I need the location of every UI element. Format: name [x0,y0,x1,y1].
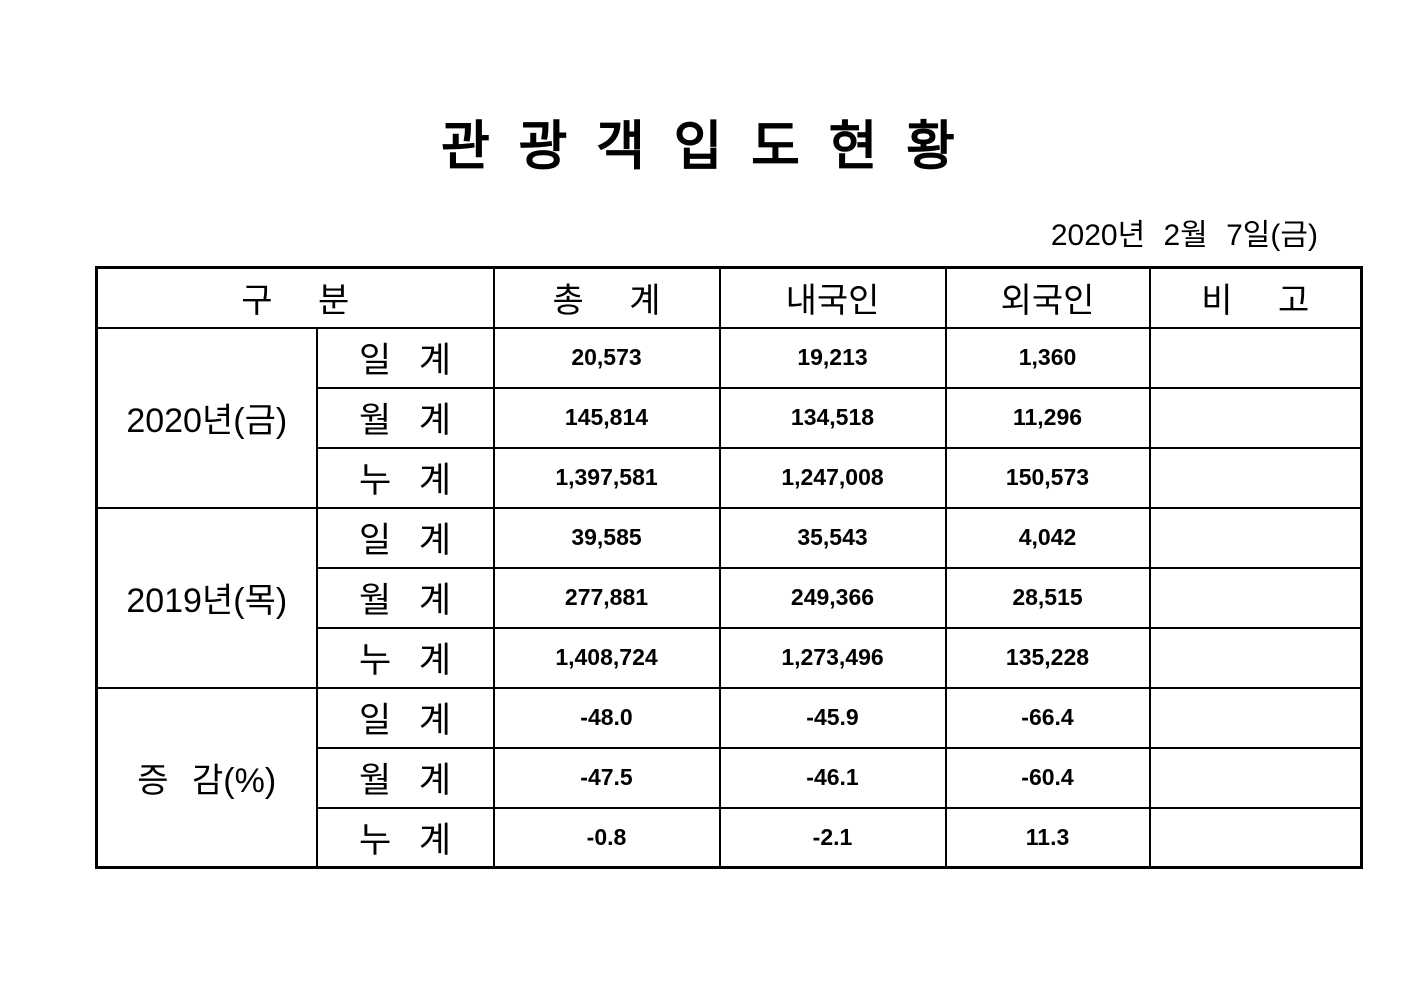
cell-2020-cumulative-total: 1,397,581 [492,446,721,509]
cell-2020-daily-domestic: 19,213 [718,326,947,389]
cell-change-daily-domestic: -45.9 [718,686,947,749]
cell-2020-daily-remarks [1148,326,1363,389]
cell-change-daily-total: -48.0 [492,686,721,749]
cell-2020-cumulative-foreign: 150,573 [944,446,1151,509]
cell-2019-daily-remarks [1148,506,1363,569]
cell-change-cumulative-total: -0.8 [492,806,721,869]
row-label-change-cumulative: 누 계 [315,806,495,869]
cell-2020-daily-total: 20,573 [492,326,721,389]
table-row: 증 감(%) 일 계 -48.0 -45.9 -66.4 [95,686,1363,869]
cell-2019-cumulative-total: 1,408,724 [492,626,721,689]
group-label-change: 증 감(%) [95,686,318,869]
cell-2020-monthly-total: 145,814 [492,386,721,449]
page-title: 관 광 객 입 도 현 황 [441,117,962,176]
cell-2019-monthly-remarks [1148,566,1363,629]
row-label-2019-daily: 일 계 [315,506,495,569]
cell-2019-cumulative-domestic: 1,273,496 [718,626,947,689]
cell-change-cumulative-remarks [1148,806,1363,869]
row-label-2020-monthly: 월 계 [315,386,495,449]
group-label-2020: 2020년(금) [95,326,318,509]
cell-change-daily-foreign: -66.4 [944,686,1151,749]
col-header-foreign: 외국인 [944,266,1151,329]
row-label-2020-daily: 일 계 [315,326,495,389]
col-header-total: 총 계 [492,266,721,329]
cell-2020-cumulative-domestic: 1,247,008 [718,446,947,509]
table-row: 2020년(금) 일 계 20,573 19,213 1,360 [95,326,1363,509]
group-label-2019: 2019년(목) [95,506,318,689]
table-row: 누 계 1,408,724 1,273,496 135,228 [97,626,1363,689]
cell-2019-daily-total: 39,585 [492,506,721,569]
cell-2019-monthly-foreign: 28,515 [944,566,1151,629]
col-header-category: 구 분 [95,266,495,329]
col-header-remarks: 비 고 [1148,266,1363,329]
tourist-stats-table: 구 분 총 계 내국인 외국인 비 고 2020년(금) 일 계 20,573 … [95,266,1363,869]
cell-2019-cumulative-foreign: 135,228 [944,626,1151,689]
cell-2019-daily-foreign: 4,042 [944,506,1151,569]
cell-2020-monthly-remarks [1148,386,1363,449]
row-label-2019-cumulative: 누 계 [315,626,495,689]
cell-2019-cumulative-remarks [1148,626,1363,689]
cell-change-monthly-remarks [1148,746,1363,809]
cell-2019-daily-domestic: 35,543 [718,506,947,569]
row-label-change-monthly: 월 계 [315,746,495,809]
cell-change-monthly-domestic: -46.1 [718,746,947,809]
row-label-2019-monthly: 월 계 [315,566,495,629]
cell-change-monthly-total: -47.5 [492,746,721,809]
header-row: 구 분 총 계 내국인 외국인 비 고 [95,266,1363,329]
table-row: 누 계 -0.8 -2.1 11.3 [97,806,1363,869]
cell-2019-monthly-total: 277,881 [492,566,721,629]
cell-change-cumulative-foreign: 11.3 [944,806,1151,869]
row-label-change-daily: 일 계 [315,686,495,749]
cell-2020-cumulative-remarks [1148,446,1363,509]
table-row: 월 계 145,814 134,518 11,296 [97,386,1363,449]
table-row: 2019년(목) 일 계 39,585 35,543 4,042 [95,506,1363,689]
cell-change-daily-remarks [1148,686,1363,749]
cell-2020-daily-foreign: 1,360 [944,326,1151,389]
table-row: 누 계 1,397,581 1,247,008 150,573 [97,446,1363,509]
table-row: 월 계 -47.5 -46.1 -60.4 [97,746,1363,809]
report-date: 2020년 2월 7일(금) [1050,219,1318,252]
cell-2020-monthly-foreign: 11,296 [944,386,1151,449]
cell-2020-monthly-domestic: 134,518 [718,386,947,449]
cell-2019-monthly-domestic: 249,366 [718,566,947,629]
table-row: 월 계 277,881 249,366 28,515 [97,566,1363,629]
col-header-domestic: 내국인 [718,266,947,329]
cell-change-monthly-foreign: -60.4 [944,746,1151,809]
row-label-2020-cumulative: 누 계 [315,446,495,509]
cell-change-cumulative-domestic: -2.1 [718,806,947,869]
